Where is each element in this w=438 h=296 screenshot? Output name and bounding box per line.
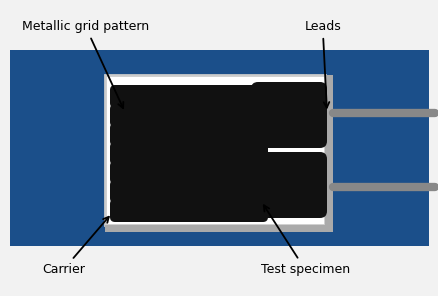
Text: Test specimen: Test specimen <box>260 205 349 276</box>
FancyBboxPatch shape <box>251 82 326 148</box>
FancyBboxPatch shape <box>110 142 267 165</box>
Bar <box>10 50 428 246</box>
FancyBboxPatch shape <box>110 123 267 146</box>
FancyBboxPatch shape <box>110 180 267 203</box>
FancyBboxPatch shape <box>110 104 267 127</box>
FancyBboxPatch shape <box>251 152 326 218</box>
Bar <box>105 225 324 232</box>
Bar <box>324 75 332 232</box>
FancyBboxPatch shape <box>110 161 267 184</box>
Text: Metallic grid pattern: Metallic grid pattern <box>22 20 149 108</box>
Bar <box>105 75 324 225</box>
Text: Leads: Leads <box>304 20 340 108</box>
FancyBboxPatch shape <box>110 85 267 108</box>
FancyBboxPatch shape <box>110 199 267 222</box>
Text: Carrier: Carrier <box>42 217 109 276</box>
